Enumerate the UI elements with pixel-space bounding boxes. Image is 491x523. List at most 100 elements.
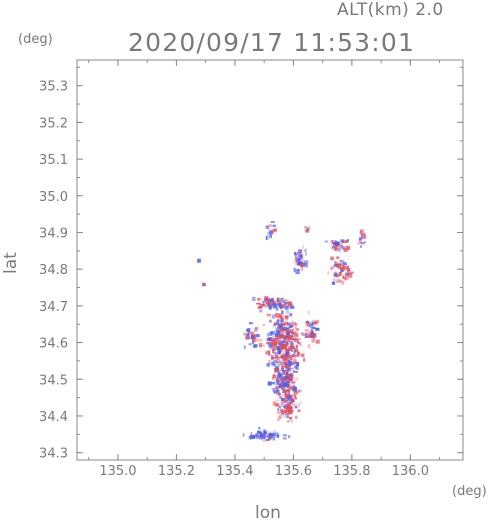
- negative-cell: [285, 336, 289, 338]
- positive-cell: [264, 296, 269, 301]
- negative-cell: [291, 388, 296, 391]
- positive-cell: [282, 328, 285, 333]
- positive-cell: [283, 372, 285, 375]
- positive-cell: [288, 337, 291, 340]
- positive-cell: [290, 325, 295, 327]
- positive-cell: [293, 391, 296, 396]
- positive-cell: [280, 401, 284, 404]
- negative-cell: [264, 432, 267, 434]
- negative-cell: [270, 435, 274, 438]
- negative-cell: [288, 349, 292, 352]
- positive-cell: [278, 392, 281, 397]
- positive-cell: [349, 271, 354, 274]
- negative-cell: [294, 406, 298, 409]
- positive-cell: [341, 246, 345, 250]
- positive-cell: [274, 322, 276, 326]
- positive-cell: [283, 342, 287, 346]
- negative-cell: [316, 327, 319, 331]
- positive-cell: [293, 333, 299, 338]
- negative-cell: [247, 331, 251, 334]
- positive-cell: [272, 230, 275, 233]
- positive-cell: [287, 362, 289, 367]
- positive-cell: [294, 395, 297, 399]
- negative-cell: [335, 264, 339, 267]
- negative-cell: [272, 430, 276, 434]
- positive-cell: [270, 230, 274, 234]
- negative-cell: [259, 434, 263, 438]
- positive-cell: [272, 301, 276, 304]
- negative-cell: [271, 381, 275, 385]
- negative-cell: [282, 434, 287, 436]
- negative-cell: [331, 281, 335, 285]
- positive-cell: [277, 299, 281, 303]
- positive-cell: [265, 438, 270, 441]
- positive-cell: [330, 266, 334, 271]
- positive-cell: [290, 409, 293, 415]
- positive-cell: [285, 400, 289, 402]
- positive-cell: [287, 375, 291, 379]
- positive-cell: [291, 409, 294, 412]
- y-tick-label: 34.7: [39, 300, 68, 315]
- positive-cell: [251, 331, 254, 336]
- positive-cell: [292, 346, 296, 350]
- negative-cell: [280, 402, 283, 407]
- negative-cell: [282, 398, 285, 401]
- negative-cell: [310, 326, 315, 330]
- negative-cell: [279, 396, 283, 399]
- positive-cell: [311, 333, 314, 338]
- negative-cell: [288, 360, 291, 364]
- positive-cell: [272, 377, 274, 380]
- negative-cell: [296, 259, 301, 264]
- positive-cell: [341, 281, 345, 285]
- positive-cell: [292, 394, 297, 397]
- positive-cell: [337, 273, 339, 278]
- positive-cell: [284, 412, 288, 415]
- negative-cell: [280, 297, 284, 300]
- negative-cell: [335, 245, 339, 248]
- negative-cell: [341, 269, 344, 272]
- negative-cell: [289, 313, 293, 317]
- positive-cell: [304, 226, 308, 229]
- positive-cell: [282, 399, 287, 404]
- positive-cell: [338, 279, 342, 283]
- positive-cell: [291, 349, 293, 352]
- negative-cell: [269, 299, 274, 303]
- negative-cell: [305, 332, 308, 337]
- positive-cell: [282, 413, 285, 417]
- positive-cell: [256, 302, 261, 305]
- negative-cell: [291, 406, 294, 409]
- positive-cell: [287, 337, 290, 342]
- negative-cell: [289, 397, 294, 400]
- negative-cell: [271, 387, 275, 390]
- negative-cell: [248, 330, 251, 336]
- positive-cell: [286, 357, 289, 362]
- positive-cell: [297, 409, 301, 412]
- positive-cell: [288, 354, 292, 357]
- positive-cell: [286, 378, 291, 381]
- positive-cell: [285, 390, 289, 395]
- negative-cell: [281, 384, 283, 389]
- negative-cell: [270, 234, 272, 238]
- positive-cell: [284, 379, 289, 383]
- positive-cell: [300, 254, 304, 260]
- positive-cell: [315, 339, 320, 344]
- negative-cell: [255, 436, 259, 440]
- negative-cell: [281, 381, 286, 383]
- negative-cell: [363, 241, 366, 244]
- positive-cell: [346, 267, 351, 272]
- positive-cell: [280, 362, 283, 368]
- negative-cell: [250, 334, 255, 340]
- negative-cell: [294, 371, 298, 373]
- positive-cell: [348, 273, 353, 278]
- negative-cell: [340, 263, 344, 266]
- negative-cell: [278, 319, 282, 324]
- positive-cell: [279, 313, 283, 317]
- positive-cell: [299, 264, 303, 267]
- positive-cell: [360, 241, 363, 244]
- positive-cell: [295, 258, 301, 261]
- positive-cell: [339, 241, 342, 244]
- negative-cell: [346, 271, 350, 276]
- negative-cell: [305, 248, 308, 251]
- negative-cell: [298, 256, 303, 260]
